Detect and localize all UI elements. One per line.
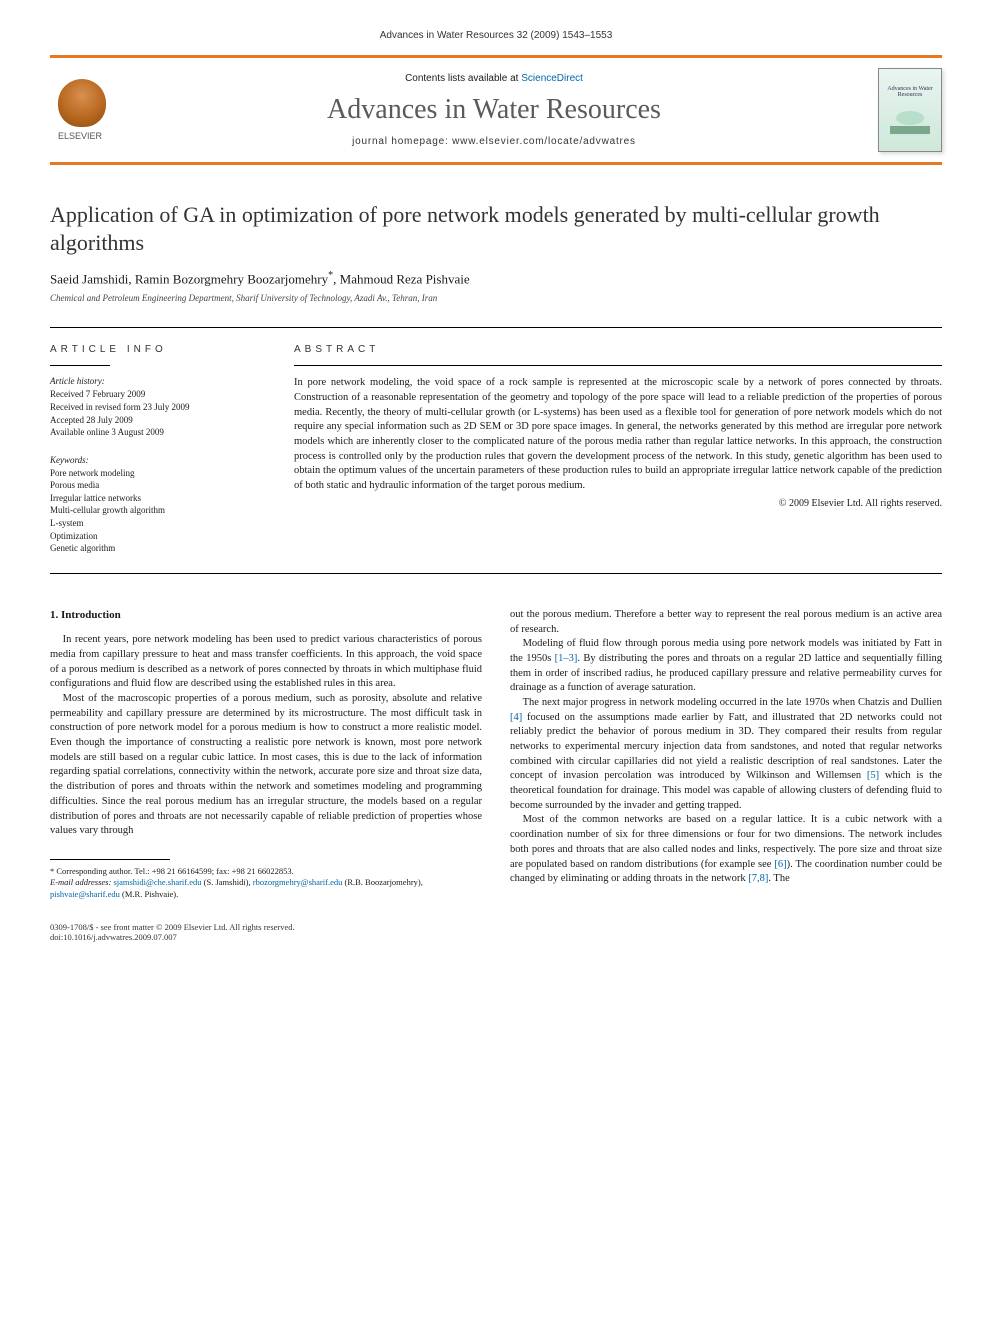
contents-pre: Contents lists available at — [405, 73, 521, 84]
email-link[interactable]: sjamshidi@che.sharif.edu — [113, 877, 201, 887]
paragraph: Most of the macroscopic properties of a … — [50, 692, 482, 839]
paragraph: out the porous medium. Therefore a bette… — [510, 608, 942, 637]
keyword: Optimization — [50, 530, 260, 543]
email-link[interactable]: pishvaie@sharif.edu — [50, 889, 120, 899]
journal-header: ELSEVIER Contents lists available at Sci… — [50, 55, 942, 165]
citation-link[interactable]: [4] — [510, 712, 522, 723]
affiliation: Chemical and Petroleum Engineering Depar… — [50, 293, 942, 303]
keywords-label: Keywords: — [50, 455, 260, 465]
journal-cover-thumbnail[interactable]: Advances in Water Resources — [878, 68, 942, 152]
email-name: (S. Jamshidi), — [202, 877, 253, 887]
section-heading: 1. Introduction — [50, 608, 482, 623]
footnotes: * Corresponding author. Tel.: +98 21 661… — [50, 866, 482, 900]
corresponding-author-note: * Corresponding author. Tel.: +98 21 661… — [50, 866, 482, 877]
footnote-separator — [50, 859, 170, 860]
footer-meta: 0309-1708/$ - see front matter © 2009 El… — [50, 922, 942, 942]
elsevier-label: ELSEVIER — [58, 131, 102, 141]
paragraph: Most of the common networks are based on… — [510, 813, 942, 886]
email-label: E-mail addresses: — [50, 877, 111, 887]
info-rule — [50, 365, 110, 366]
keyword: Multi-cellular growth algorithm — [50, 504, 260, 517]
citation-link[interactable]: [6] — [774, 859, 786, 870]
email-name: (M.R. Pishvaie). — [120, 889, 178, 899]
front-matter-line: 0309-1708/$ - see front matter © 2009 El… — [50, 922, 942, 932]
keyword: Porous media — [50, 479, 260, 492]
abstract-label: abstract — [294, 344, 942, 355]
elsevier-logo[interactable]: ELSEVIER — [50, 79, 110, 141]
contents-line: Contents lists available at ScienceDirec… — [120, 73, 868, 84]
article-meta-row: article info Article history: Received 7… — [50, 327, 942, 555]
cover-art-icon — [890, 104, 930, 134]
homepage-url[interactable]: www.elsevier.com/locate/advwatres — [452, 136, 636, 147]
abstract-block: abstract In pore network modeling, the v… — [294, 328, 942, 555]
email-link[interactable]: rbozorgmehry@sharif.edu — [253, 877, 343, 887]
history-item: Accepted 28 July 2009 — [50, 414, 260, 427]
keyword: L-system — [50, 517, 260, 530]
history-item: Received 7 February 2009 — [50, 388, 260, 401]
journal-title: Advances in Water Resources — [120, 94, 868, 126]
para-text: . The — [768, 873, 789, 884]
journal-homepage: journal homepage: www.elsevier.com/locat… — [120, 136, 868, 147]
para-text: The next major progress in network model… — [523, 697, 942, 708]
authors-pre: Saeid Jamshidi, Ramin Bozorgmehry Boozar… — [50, 271, 328, 286]
body-text: 1. Introduction In recent years, pore ne… — [50, 608, 942, 900]
paragraph: The next major progress in network model… — [510, 696, 942, 814]
keyword: Pore network modeling — [50, 467, 260, 480]
history-item: Available online 3 August 2009 — [50, 426, 260, 439]
article-title: Application of GA in optimization of por… — [50, 201, 942, 256]
keyword: Genetic algorithm — [50, 542, 260, 555]
history-item: Received in revised form 23 July 2009 — [50, 401, 260, 414]
authors-post: , Mahmoud Reza Pishvaie — [333, 271, 469, 286]
email-addresses: E-mail addresses: sjamshidi@che.sharif.e… — [50, 877, 482, 900]
citation-link[interactable]: [7,8] — [748, 873, 768, 884]
history-label: Article history: — [50, 376, 260, 386]
citation-link[interactable]: [1–3] — [555, 653, 578, 664]
paragraph: Modeling of fluid flow through porous me… — [510, 637, 942, 696]
abstract-text: In pore network modeling, the void space… — [294, 376, 942, 494]
doi-line: doi:10.1016/j.advwatres.2009.07.007 — [50, 932, 942, 942]
authors-line: Saeid Jamshidi, Ramin Bozorgmehry Boozar… — [50, 270, 942, 287]
paragraph: In recent years, pore network modeling h… — [50, 633, 482, 692]
abstract-rule — [294, 365, 942, 366]
meta-bottom-rule — [50, 573, 942, 574]
email-name: (R.B. Boozarjomehry), — [342, 877, 423, 887]
cover-title: Advances in Water Resources — [883, 86, 937, 98]
article-info-label: article info — [50, 344, 260, 355]
keywords-block: Keywords: Pore network modeling Porous m… — [50, 455, 260, 555]
header-center: Contents lists available at ScienceDirec… — [110, 73, 878, 147]
homepage-pre: journal homepage: — [352, 136, 452, 147]
keyword: Irregular lattice networks — [50, 492, 260, 505]
abstract-copyright: © 2009 Elsevier Ltd. All rights reserved… — [294, 498, 942, 509]
sciencedirect-link[interactable]: ScienceDirect — [521, 73, 583, 84]
article-info-block: article info Article history: Received 7… — [50, 328, 260, 555]
journal-reference: Advances in Water Resources 32 (2009) 15… — [50, 30, 942, 41]
citation-link[interactable]: [5] — [867, 770, 879, 781]
elsevier-tree-icon — [58, 79, 106, 127]
